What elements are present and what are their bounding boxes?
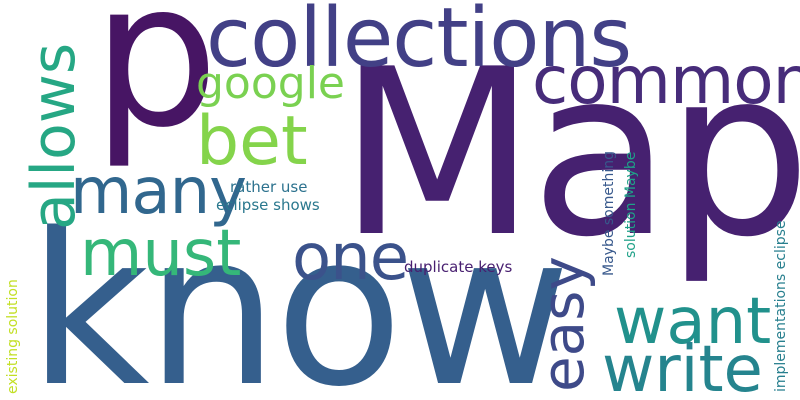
word-many: many [70, 155, 247, 229]
word-want: want [614, 285, 772, 359]
word-google: google [196, 58, 345, 109]
word-collections: collections [206, 0, 632, 86]
word-implementations-eclipse: implementations eclipse [773, 220, 789, 392]
word-commons: commons [532, 42, 800, 119]
word-must: must [80, 217, 242, 291]
word-write: write [602, 333, 763, 400]
word-duplicate-keys: duplicate keys [404, 258, 513, 276]
word-rather-use: rather use [230, 178, 308, 196]
word-easy: easy [529, 256, 597, 392]
word-allows: allows [19, 42, 89, 230]
word-existing-solution: existing solution [5, 279, 21, 394]
word-eclipse-shows: eclipse shows [216, 196, 320, 214]
word-one: one [292, 221, 409, 295]
word-p: p [92, 0, 219, 172]
word-know: know [28, 188, 571, 400]
word-map: Map [338, 21, 800, 288]
word-solution-maybe: solution Maybe [623, 151, 639, 258]
word-bet: bet [196, 102, 308, 181]
word-maybe-something: Maybe something [601, 150, 617, 276]
